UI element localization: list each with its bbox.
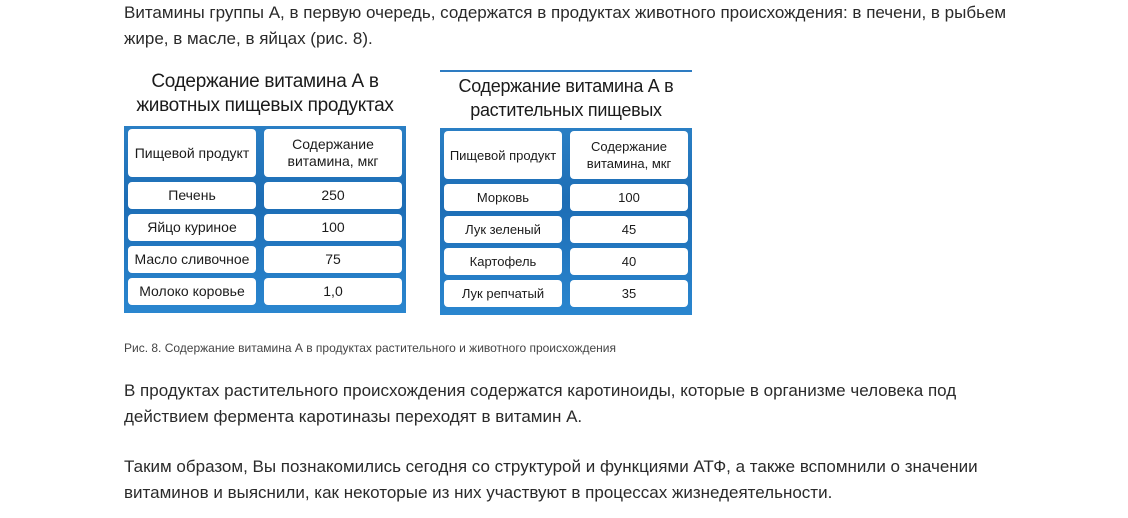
table-header-row: Пищевой продукт Содержание витамина, мкг <box>128 129 402 177</box>
product-cell: Масло сливочное <box>128 246 256 273</box>
product-cell: Молоко коровье <box>128 278 256 305</box>
table-row: Лук зеленый 45 <box>444 216 688 243</box>
table-row: Лук репчатый 35 <box>444 280 688 307</box>
value-cell: 1,0 <box>264 278 402 305</box>
value-cell: 35 <box>570 280 688 307</box>
animal-vitamin-table-figure: Содержание витамина А в животных пищевых… <box>124 70 406 313</box>
value-cell: 250 <box>264 182 402 209</box>
figure-caption: Рис. 8. Содержание витамина А в продукта… <box>124 341 616 355</box>
value-cell: 45 <box>570 216 688 243</box>
plant-table: Пищевой продукт Содержание витамина, мкг… <box>440 128 692 315</box>
header-vitamin-content: Содержание витамина, мкг <box>264 129 402 177</box>
header-product: Пищевой продукт <box>128 129 256 177</box>
table-row: Картофель 40 <box>444 248 688 275</box>
product-cell: Картофель <box>444 248 562 275</box>
value-cell: 100 <box>570 184 688 211</box>
plant-vitamin-table-figure: Содержание витамина А в растительных пищ… <box>440 70 692 315</box>
value-cell: 40 <box>570 248 688 275</box>
intro-paragraph: Витамины группы А, в первую очередь, сод… <box>124 3 1007 48</box>
animal-table: Пищевой продукт Содержание витамина, мкг… <box>124 126 406 313</box>
product-cell: Печень <box>128 182 256 209</box>
table-row: Яйцо куриное 100 <box>128 214 402 241</box>
product-cell: Яйцо куриное <box>128 214 256 241</box>
table-row: Морковь 100 <box>444 184 688 211</box>
table-row: Масло сливочное 75 <box>128 246 402 273</box>
value-cell: 100 <box>264 214 402 241</box>
header-product: Пищевой продукт <box>444 131 562 179</box>
header-vitamin-content: Содержание витамина, мкг <box>570 131 688 179</box>
product-cell: Лук репчатый <box>444 280 562 307</box>
table-row: Молоко коровье 1,0 <box>128 278 402 305</box>
product-cell: Лук зеленый <box>444 216 562 243</box>
table-row: Печень 250 <box>128 182 402 209</box>
summary-paragraph: Таким образом, Вы познакомились сегодня … <box>124 457 978 502</box>
carotenoids-paragraph: В продуктах растительного происхождения … <box>124 381 957 426</box>
product-cell: Морковь <box>444 184 562 211</box>
table-header-row: Пищевой продукт Содержание витамина, мкг <box>444 131 688 179</box>
value-cell: 75 <box>264 246 402 273</box>
animal-table-title: Содержание витамина А в животных пищевых… <box>136 71 394 116</box>
